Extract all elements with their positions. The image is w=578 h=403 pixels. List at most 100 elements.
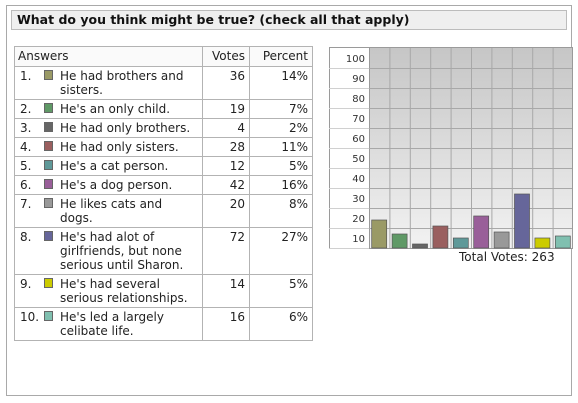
y-tick-label: 70 [352,114,365,125]
bar-3 [412,243,428,249]
answer-rank: 6. [20,178,32,192]
answer-row: 3. He had only brothers. 4 2% [14,118,313,138]
y-tick-label: 100 [346,54,365,65]
bar-7 [493,231,510,249]
bar-10 [554,235,571,249]
vote-count: 72 [202,227,250,275]
color-swatch-icon [44,122,53,132]
vote-count: 28 [202,137,250,157]
answer-text: He had only sisters. [60,140,179,154]
poll-question: What do you think might be true? (check … [11,10,567,30]
color-swatch-icon [44,103,53,113]
votes-header: Votes [202,46,250,67]
vote-percent: 6% [249,307,313,341]
answer-rank: 9. [20,277,32,291]
answer-text: He likes cats and dogs. [60,197,163,225]
answer-cell: 2. He's an only child. [14,99,203,119]
answer-row: 10. He's led a largely celibate life. 16 6% [14,307,313,341]
color-swatch-icon [44,278,53,288]
vote-count: 12 [202,156,250,176]
results-table: Answers Votes Percent 1. He had brothers … [14,46,313,341]
answer-cell: 3. He had only brothers. [14,118,203,138]
bar-4 [432,225,449,249]
answer-row: 5. He's a cat person. 12 5% [14,156,313,176]
vote-percent: 7% [249,99,313,119]
answer-cell: 5. He's a cat person. [14,156,203,176]
vote-percent: 27% [249,227,313,275]
total-votes: Total Votes: 263 [459,250,555,264]
answer-cell: 1. He had brothers and sisters. [14,66,203,100]
y-tick-label: 20 [352,214,365,225]
vote-count: 19 [202,99,250,119]
answer-cell: 4. He had only sisters. [14,137,203,157]
answer-cell: 9. He's had several serious relationships… [14,274,203,308]
vote-percent: 5% [249,156,313,176]
answer-rank: 2. [20,102,32,116]
vote-percent: 14% [249,66,313,100]
color-swatch-icon [44,141,53,151]
answer-rank: 7. [20,197,32,211]
answer-text: He's had several serious relationships. [60,277,188,305]
total-votes-value: 263 [531,250,555,264]
answer-text: He's an only child. [60,102,171,116]
bar-9 [534,237,551,249]
vote-count: 42 [202,175,250,195]
color-swatch-icon [44,70,53,80]
percent-header: Percent [249,46,313,67]
vote-percent: 2% [249,118,313,138]
answer-row: 1. He had brothers and sisters. 36 14% [14,66,313,100]
color-swatch-icon [44,160,53,170]
bar-5 [452,237,469,249]
vote-count: 16 [202,307,250,341]
bar-2 [391,233,408,249]
color-swatch-icon [44,231,53,241]
answer-row: 4. He had only sisters. 28 11% [14,137,313,157]
color-swatch-icon [44,179,53,189]
answer-text: He's had alot of girlfriends, but none s… [60,230,184,272]
poll-results-panel: What do you think might be true? (check … [6,5,573,396]
answer-row: 8. He's had alot of girlfriends, but none… [14,227,313,275]
answer-rank: 3. [20,121,32,135]
chart-svg: 100 90 80 70 60 50 40 30 20 10 [329,47,573,249]
answer-text: He's a cat person. [60,159,169,173]
bar-1 [371,219,388,249]
answer-rank: 4. [20,140,32,154]
answer-text: He had brothers and sisters. [60,69,184,97]
answer-rank: 10. [20,310,40,324]
y-tick-label: 10 [352,234,365,245]
y-tick-label: 40 [352,174,365,185]
answer-text: He had only brothers. [60,121,191,135]
answer-row: 2. He's an only child. 19 7% [14,99,313,119]
answer-cell: 6. He's a dog person. [14,175,203,195]
vote-percent: 16% [249,175,313,195]
vote-percent: 11% [249,137,313,157]
y-tick-label: 60 [352,134,365,145]
answer-rank: 5. [20,159,32,173]
bar-8 [514,193,530,249]
table-header-row: Answers Votes Percent [14,46,313,67]
results-bar-chart: 100 90 80 70 60 50 40 30 20 10 [329,47,573,250]
answers-header: Answers [14,46,203,67]
y-tick-label: 90 [352,74,365,85]
y-tick-label: 30 [352,194,365,205]
answer-text: He's a dog person. [60,178,173,192]
answer-cell: 10. He's led a largely celibate life. [14,307,203,341]
vote-count: 14 [202,274,250,308]
bar-6 [473,215,490,249]
vote-count: 20 [202,194,250,228]
answer-rank: 1. [20,69,32,83]
vote-percent: 8% [249,194,313,228]
answer-row: 7. He likes cats and dogs. 20 8% [14,194,313,228]
answer-cell: 7. He likes cats and dogs. [14,194,203,228]
answer-text: He's led a largely celibate life. [60,310,164,338]
y-tick-label: 80 [352,94,365,105]
vote-count: 4 [202,118,250,138]
vote-percent: 5% [249,274,313,308]
color-swatch-icon [44,311,53,321]
vote-count: 36 [202,66,250,100]
answer-rank: 8. [20,230,32,244]
y-tick-label: 50 [352,154,365,165]
total-votes-label: Total Votes: [459,250,528,264]
answer-row: 6. He's a dog person. 42 16% [14,175,313,195]
answer-row: 9. He's had several serious relationships… [14,274,313,308]
